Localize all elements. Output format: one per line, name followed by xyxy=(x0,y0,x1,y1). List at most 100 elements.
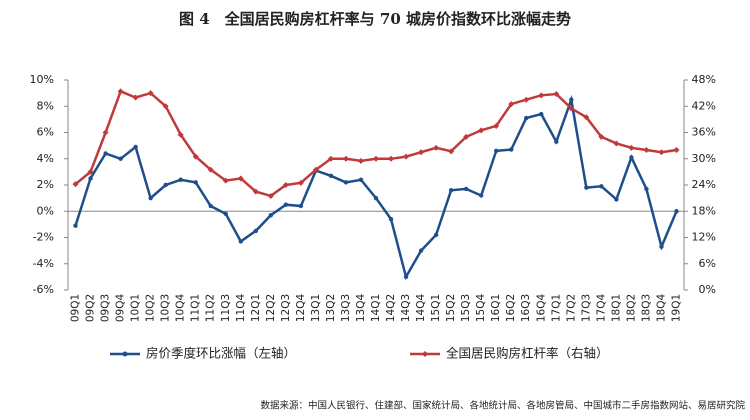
x-tick-label: 13Q2 xyxy=(325,294,337,322)
point xyxy=(88,176,93,181)
x-tick-label: 17Q1 xyxy=(550,294,562,322)
point xyxy=(72,181,79,188)
point xyxy=(583,114,590,121)
x-tick-label: 14Q3 xyxy=(400,294,412,322)
legend-label: 房价季度环比涨幅（左轴） xyxy=(146,346,296,361)
point xyxy=(463,133,470,140)
point xyxy=(673,147,680,153)
point xyxy=(73,223,78,228)
x-tick-label: 15Q2 xyxy=(445,294,457,322)
point xyxy=(148,195,153,201)
point xyxy=(418,248,424,253)
point xyxy=(267,192,274,199)
x-tick-label: 10Q4 xyxy=(175,294,187,323)
point xyxy=(117,88,124,95)
x-tick-label: 19Q1 xyxy=(670,294,682,322)
x-tick-label: 12Q4 xyxy=(295,294,307,323)
x-tick-label: 15Q3 xyxy=(460,294,472,322)
point xyxy=(237,175,244,182)
x-tick-label: 18Q1 xyxy=(610,294,622,322)
point xyxy=(478,127,485,134)
source: 数据来源：中国人民银行、住建部、国家统计局、各地统计局、各地房管局、中国城市二手… xyxy=(260,400,745,412)
y-tick-label: -6% xyxy=(33,283,54,296)
point xyxy=(599,184,604,189)
point xyxy=(282,182,289,188)
x-tick-label: 18Q3 xyxy=(640,294,652,322)
x-tick-label: 11Q4 xyxy=(235,294,247,323)
point xyxy=(433,144,440,151)
x-tick-label: 15Q4 xyxy=(475,294,487,323)
x-tick-label: 14Q1 xyxy=(370,294,382,322)
legend-marker xyxy=(422,351,428,357)
point xyxy=(643,147,650,153)
point xyxy=(554,139,559,144)
point xyxy=(629,155,634,160)
point xyxy=(238,239,243,244)
point xyxy=(493,122,500,129)
point xyxy=(222,177,229,184)
point xyxy=(538,92,545,99)
point xyxy=(193,180,198,185)
x-tick-label: 12Q1 xyxy=(250,294,262,322)
point xyxy=(433,232,439,238)
point xyxy=(674,209,679,214)
point xyxy=(177,131,184,138)
point xyxy=(659,244,664,249)
point xyxy=(118,156,123,161)
point xyxy=(584,185,589,190)
point xyxy=(208,203,213,209)
point xyxy=(418,149,425,156)
x-tick-label: 17Q2 xyxy=(565,294,577,322)
y-tick-label: 6% xyxy=(37,126,54,139)
y-tick-label: 0% xyxy=(37,204,54,217)
point xyxy=(358,177,364,182)
legend-label: 全国居民购房杠杆率（右轴） xyxy=(446,346,609,361)
point xyxy=(328,173,334,179)
x-tick-label: 14Q4 xyxy=(415,294,427,323)
y2-tick-label: 42% xyxy=(692,99,716,112)
x-tick-label: 11Q2 xyxy=(205,294,217,322)
point xyxy=(102,129,109,136)
x-tick-label: 12Q2 xyxy=(265,294,277,322)
point xyxy=(598,133,605,140)
point xyxy=(147,90,154,97)
point xyxy=(327,155,334,162)
point xyxy=(132,94,139,101)
x-tick-label: 10Q1 xyxy=(130,294,142,322)
point xyxy=(103,151,108,156)
x-tick-label: 09Q4 xyxy=(115,294,127,323)
x-tick-label: 16Q2 xyxy=(505,294,517,322)
x-tick-label: 18Q2 xyxy=(625,294,637,322)
point xyxy=(357,157,364,164)
x-tick-label: 16Q3 xyxy=(520,294,532,322)
point xyxy=(373,195,379,201)
x-tick-label: 09Q1 xyxy=(70,294,82,322)
point xyxy=(207,166,214,173)
x-tick-label: 18Q4 xyxy=(655,294,667,323)
point xyxy=(192,153,199,160)
chart-title: 图 4 全国居民购房杠杆率与 70 城房价指数环比涨幅走势 xyxy=(179,10,571,28)
point xyxy=(297,179,304,186)
y2-tick-label: 48% xyxy=(692,73,716,86)
point xyxy=(283,202,289,207)
point xyxy=(508,101,515,108)
y2-tick-label: 18% xyxy=(692,204,716,217)
x-tick-label: 11Q3 xyxy=(220,294,232,322)
y2-tick-label: 0% xyxy=(699,283,716,296)
x-tick-label: 15Q1 xyxy=(430,294,442,322)
x-tick-label: 13Q3 xyxy=(340,294,352,322)
point xyxy=(343,180,349,185)
point xyxy=(628,144,635,151)
x-tick-label: 13Q1 xyxy=(310,294,322,322)
point xyxy=(403,274,409,280)
point xyxy=(163,182,168,188)
point xyxy=(553,91,560,97)
point xyxy=(403,153,410,160)
point xyxy=(658,149,665,156)
y-tick-label: -2% xyxy=(33,231,54,244)
x-tick-label: 17Q4 xyxy=(595,294,607,323)
y2-tick-label: 12% xyxy=(692,231,716,244)
y-tick-label: 8% xyxy=(37,99,54,112)
y-tick-label: -4% xyxy=(33,257,54,270)
